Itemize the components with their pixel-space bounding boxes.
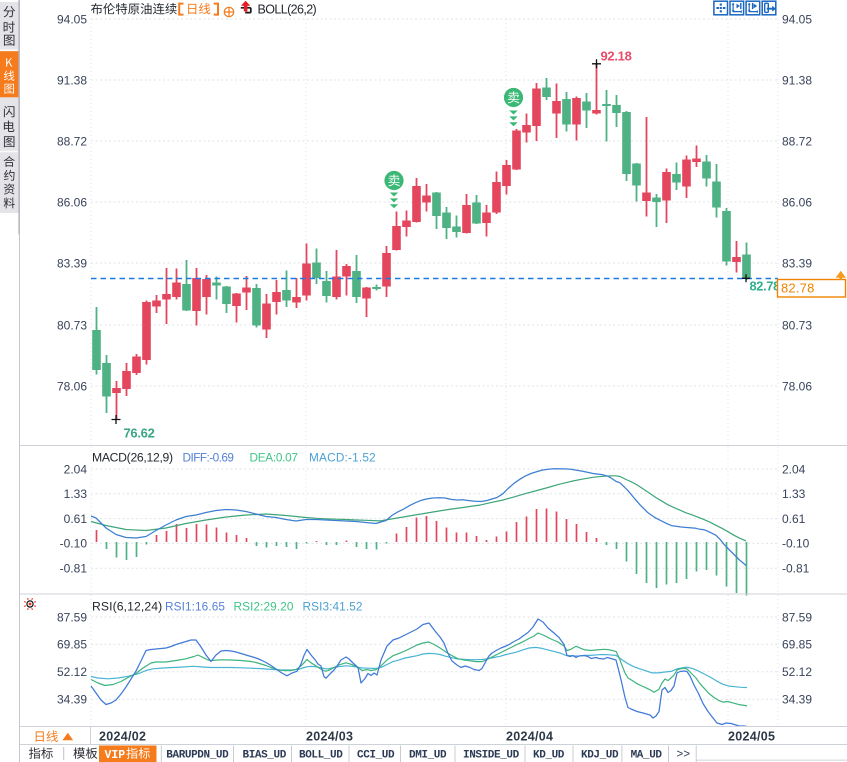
svg-text:BOLL(26,2): BOLL(26,2): [258, 2, 317, 16]
svg-text:83.39: 83.39: [57, 256, 87, 270]
svg-text:KDJ_UD: KDJ_UD: [581, 750, 619, 762]
svg-text:DMI_UD: DMI_UD: [409, 750, 447, 762]
svg-text:2024/02: 2024/02: [99, 730, 146, 744]
svg-text:78.06: 78.06: [782, 379, 812, 393]
svg-text:DIFF:-0.69: DIFF:-0.69: [183, 451, 234, 465]
svg-text:MACD:-1.52: MACD:-1.52: [309, 451, 376, 465]
svg-text:2024/04: 2024/04: [506, 730, 553, 744]
svg-text:91.38: 91.38: [57, 73, 87, 87]
svg-text:RSI(6,12,24): RSI(6,12,24): [92, 600, 162, 614]
svg-text:80.73: 80.73: [57, 318, 87, 332]
svg-text:80.73: 80.73: [782, 318, 812, 332]
svg-text:82.78: 82.78: [781, 281, 815, 296]
svg-text:VIP: VIP: [105, 749, 126, 762]
svg-text:69.85: 69.85: [57, 638, 87, 652]
svg-text:34.39: 34.39: [57, 693, 87, 707]
svg-text:76.62: 76.62: [124, 426, 155, 441]
svg-text:86.06: 86.06: [782, 195, 812, 209]
svg-text:BIAS_UD: BIAS_UD: [243, 750, 287, 762]
svg-text:1.33: 1.33: [64, 487, 88, 501]
svg-text:1.33: 1.33: [782, 487, 806, 501]
svg-text:2024/03: 2024/03: [306, 730, 353, 744]
svg-text:-0.10: -0.10: [60, 537, 88, 551]
svg-text:CCI_UD: CCI_UD: [357, 750, 395, 762]
svg-text:BARUPDN_UD: BARUPDN_UD: [166, 750, 229, 762]
svg-text:34.39: 34.39: [782, 693, 812, 707]
svg-text:RSI3:41.52: RSI3:41.52: [303, 600, 363, 614]
svg-text:RSI1:16.65: RSI1:16.65: [165, 600, 225, 614]
svg-text:82.78: 82.78: [749, 279, 780, 294]
svg-text:MA_UD: MA_UD: [631, 750, 663, 762]
svg-text:2024/05: 2024/05: [728, 730, 775, 744]
svg-text:87.59: 87.59: [57, 610, 87, 624]
svg-text:INSIDE_UD: INSIDE_UD: [463, 750, 520, 762]
svg-text:MACD(26,12,9): MACD(26,12,9): [92, 451, 173, 465]
svg-text:DEA:0.07: DEA:0.07: [250, 451, 298, 465]
svg-text:78.06: 78.06: [57, 379, 87, 393]
svg-text:2.04: 2.04: [64, 462, 88, 476]
svg-text:RSI2:29.20: RSI2:29.20: [234, 600, 294, 614]
svg-text:0.61: 0.61: [782, 512, 806, 526]
svg-text:52.12: 52.12: [782, 665, 812, 679]
svg-text:>>: >>: [676, 749, 690, 762]
svg-text:94.05: 94.05: [57, 12, 87, 26]
svg-text:KD_UD: KD_UD: [533, 750, 565, 762]
svg-text:2.04: 2.04: [782, 462, 806, 476]
svg-text:-0.81: -0.81: [60, 562, 88, 576]
svg-text:-0.81: -0.81: [782, 562, 810, 576]
svg-text:88.72: 88.72: [782, 134, 812, 148]
svg-text:52.12: 52.12: [57, 665, 87, 679]
svg-text:87.59: 87.59: [782, 610, 812, 624]
svg-text:88.72: 88.72: [57, 134, 87, 148]
svg-text:0.61: 0.61: [64, 512, 88, 526]
svg-text:86.06: 86.06: [57, 195, 87, 209]
svg-text:-0.10: -0.10: [782, 537, 810, 551]
svg-text:92.18: 92.18: [601, 49, 632, 64]
svg-text:BOLL_UD: BOLL_UD: [299, 750, 343, 762]
svg-text:91.38: 91.38: [782, 73, 812, 87]
svg-text:94.05: 94.05: [782, 12, 812, 26]
svg-text:69.85: 69.85: [782, 638, 812, 652]
svg-text:83.39: 83.39: [782, 256, 812, 270]
